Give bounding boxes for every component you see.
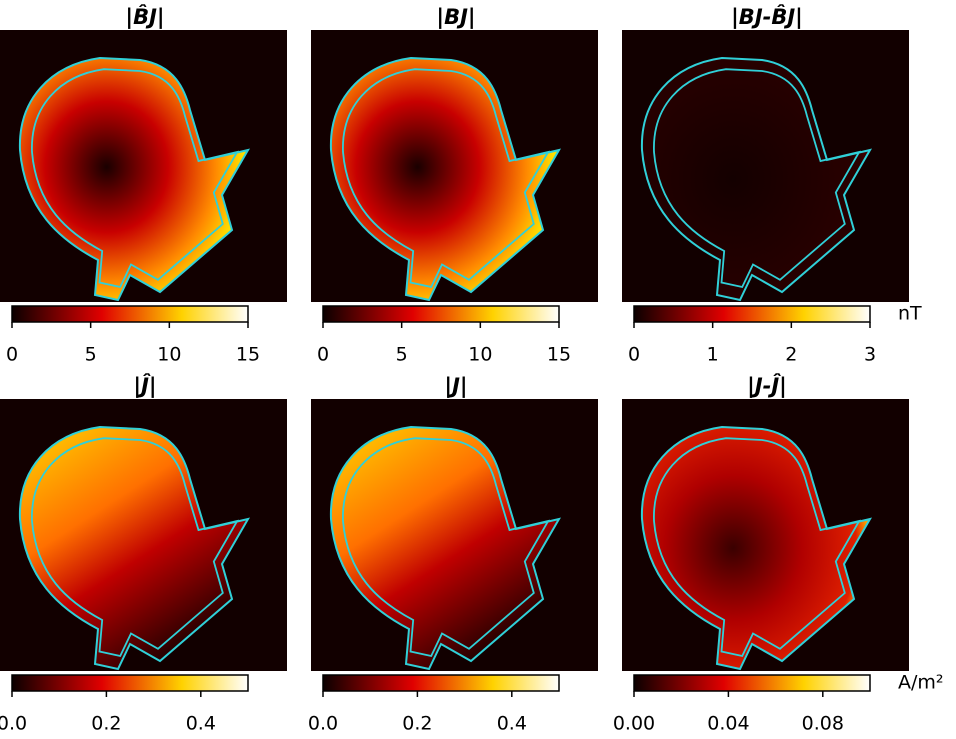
colorbar-tick-label: 0.0: [0, 713, 27, 735]
colorbar-unit: A/m²: [898, 672, 944, 694]
heatmap-image: [622, 399, 909, 671]
heatmap-image: [0, 399, 287, 671]
colorbar-tick-label: 0.0: [308, 713, 338, 735]
colorbar-tick-label: 5: [396, 344, 408, 366]
panel-title: |BJ|: [436, 5, 475, 30]
colorbar-tick-label: 0.08: [802, 713, 844, 735]
colorbar-tick-label: 0.4: [497, 713, 527, 735]
heatmap-image: [311, 30, 598, 302]
panel-title: |Ĵ|: [133, 373, 156, 399]
colorbar: [633, 305, 871, 323]
colorbar: [11, 305, 249, 323]
colorbar-tick-label: 3: [864, 344, 876, 366]
panel: D|J|0.00.20.4: [308, 374, 598, 735]
colorbar-tick-label: 10: [157, 344, 181, 366]
colorbar-tick-label: 15: [547, 344, 571, 366]
colorbar-tick-label: 0.4: [186, 713, 216, 735]
panel-title: |B̂J|: [125, 4, 164, 30]
heatmap-image: [0, 30, 287, 302]
colorbar-tick-label: 10: [468, 344, 492, 366]
colorbar: [633, 674, 871, 692]
colorbar-tick-label: 15: [236, 344, 260, 366]
colorbar-tick-label: 0.04: [707, 713, 749, 735]
panel: B|Ĵ|0.00.20.4: [0, 373, 287, 735]
colorbar: [322, 674, 560, 692]
colorbar-tick-label: 2: [785, 344, 797, 366]
heatmap-image: [311, 399, 598, 671]
colorbar-tick-label: 0: [628, 344, 640, 366]
colorbar-unit: nT: [898, 303, 922, 325]
colorbar-tick-label: 0.2: [91, 713, 121, 735]
colorbar-tick-label: 0.00: [613, 713, 655, 735]
heatmap-image: [622, 30, 909, 302]
panel-title: |BJ-B̂J|: [731, 4, 803, 30]
panel-title: |J-Ĵ|: [747, 373, 787, 399]
colorbar-tick-label: 1: [707, 344, 719, 366]
colorbar: [11, 674, 249, 692]
colorbar-tick-label: 0: [317, 344, 329, 366]
panel: F|J-Ĵ|0.000.040.08A/m²: [613, 373, 944, 735]
panel-title: |J|: [444, 374, 467, 399]
colorbar: [322, 305, 560, 323]
colorbar-tick-label: 5: [85, 344, 97, 366]
colorbar-tick-label: 0.2: [402, 713, 432, 735]
colorbar-tick-label: 0: [6, 344, 18, 366]
